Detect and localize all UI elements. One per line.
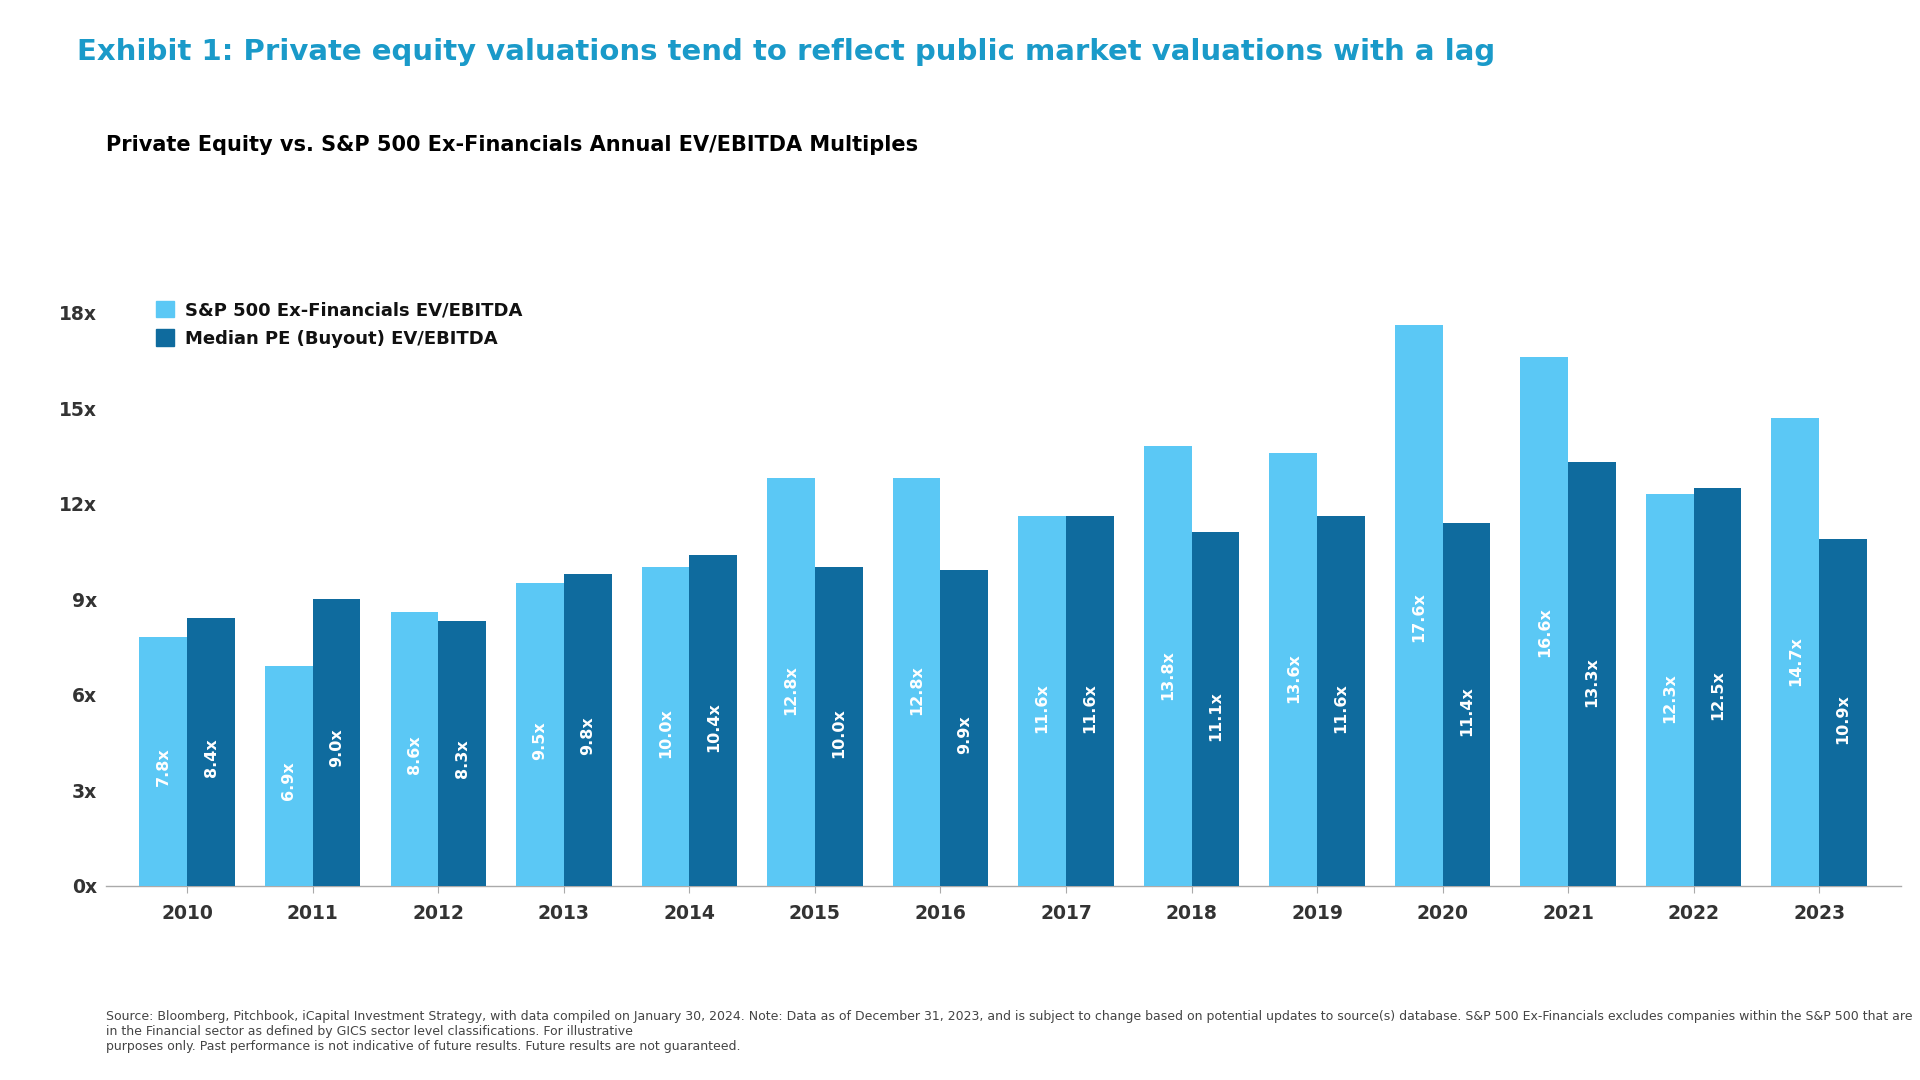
Text: 17.6x: 17.6x xyxy=(1411,592,1427,642)
Bar xyxy=(1269,453,1317,886)
Text: 11.6x: 11.6x xyxy=(1332,684,1348,733)
Bar xyxy=(641,567,689,886)
Bar xyxy=(1442,523,1490,886)
Text: 10.9x: 10.9x xyxy=(1836,694,1851,744)
Text: 8.4x: 8.4x xyxy=(204,738,219,777)
Bar xyxy=(1645,494,1693,886)
Text: 10.0x: 10.0x xyxy=(659,707,674,758)
Text: 9.9x: 9.9x xyxy=(956,715,972,754)
Text: 12.8x: 12.8x xyxy=(783,665,799,715)
Bar xyxy=(313,599,361,886)
Text: 11.6x: 11.6x xyxy=(1083,684,1098,733)
Bar xyxy=(1317,516,1365,886)
Bar xyxy=(516,583,564,886)
Bar xyxy=(390,612,438,886)
Text: Exhibit 1: Private equity valuations tend to reflect public market valuations wi: Exhibit 1: Private equity valuations ten… xyxy=(77,38,1496,66)
Bar xyxy=(564,573,611,886)
Text: 12.8x: 12.8x xyxy=(908,665,924,715)
Bar xyxy=(438,621,486,886)
Bar xyxy=(1772,418,1820,886)
Bar xyxy=(1144,446,1192,886)
Text: 9.5x: 9.5x xyxy=(532,721,547,760)
Text: 11.4x: 11.4x xyxy=(1459,687,1475,737)
Text: 10.4x: 10.4x xyxy=(707,702,720,752)
Bar xyxy=(1066,516,1114,886)
Legend: S&P 500 Ex-Financials EV/EBITDA, Median PE (Buyout) EV/EBITDA: S&P 500 Ex-Financials EV/EBITDA, Median … xyxy=(150,296,528,353)
Bar xyxy=(689,554,737,886)
Text: 9.8x: 9.8x xyxy=(580,716,595,755)
Text: 11.6x: 11.6x xyxy=(1035,684,1050,733)
Text: 10.0x: 10.0x xyxy=(831,707,847,758)
Text: Source: Bloomberg, Pitchbook, iCapital Investment Strategy, with data compiled o: Source: Bloomberg, Pitchbook, iCapital I… xyxy=(106,1010,1912,1053)
Bar xyxy=(814,567,862,886)
Bar xyxy=(1521,357,1569,886)
Bar xyxy=(140,637,186,886)
Text: 12.3x: 12.3x xyxy=(1663,673,1678,723)
Text: 8.6x: 8.6x xyxy=(407,734,422,773)
Text: 13.6x: 13.6x xyxy=(1286,653,1300,703)
Text: 16.6x: 16.6x xyxy=(1536,607,1551,657)
Text: 12.5x: 12.5x xyxy=(1711,670,1724,719)
Text: 6.9x: 6.9x xyxy=(282,760,296,799)
Bar xyxy=(1018,516,1066,886)
Text: 9.0x: 9.0x xyxy=(328,729,344,768)
Text: 13.3x: 13.3x xyxy=(1584,658,1599,707)
Text: 8.3x: 8.3x xyxy=(455,740,470,779)
Text: 11.1x: 11.1x xyxy=(1208,691,1223,741)
Bar xyxy=(1820,539,1866,886)
Bar xyxy=(941,570,989,886)
Text: 13.8x: 13.8x xyxy=(1160,650,1175,700)
Text: 14.7x: 14.7x xyxy=(1788,636,1803,686)
Bar xyxy=(186,618,234,886)
Bar xyxy=(1396,325,1442,886)
Bar xyxy=(893,478,941,886)
Bar xyxy=(1192,532,1238,886)
Bar xyxy=(768,478,814,886)
Text: Private Equity vs. S&P 500 Ex-Financials Annual EV/EBITDA Multiples: Private Equity vs. S&P 500 Ex-Financials… xyxy=(106,135,918,156)
Text: 7.8x: 7.8x xyxy=(156,747,171,786)
Bar xyxy=(1569,462,1617,886)
Bar xyxy=(1693,488,1741,886)
Bar xyxy=(265,666,313,886)
